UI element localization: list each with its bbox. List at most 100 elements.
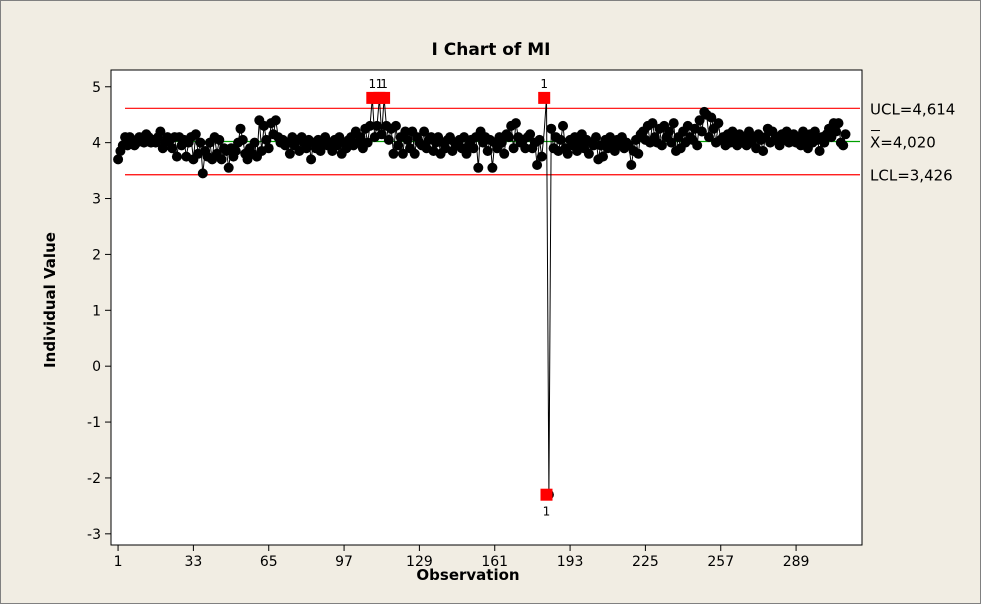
- data-point: [388, 148, 399, 159]
- data-point: [666, 137, 677, 148]
- x-axis-ticks: 1 33 65 97 129 161 193 225 257 289: [114, 545, 810, 570]
- data-point: [833, 118, 844, 129]
- data-point: [706, 112, 717, 123]
- data-point: [197, 168, 208, 179]
- y-tick-label: -1: [87, 415, 101, 431]
- out-of-control-point: [378, 91, 391, 104]
- data-point: [419, 126, 430, 137]
- control-limit-label-ucl: UCL=4,614: [870, 100, 955, 118]
- data-point: [301, 143, 312, 154]
- data-points: [113, 106, 851, 500]
- chart-title: I Chart of MI: [432, 40, 551, 60]
- x-tick-label: 289: [783, 554, 810, 570]
- data-point: [284, 148, 295, 159]
- control-limit-labels: UCL=4,614 X=4,020 LCL=3,426: [870, 100, 955, 184]
- y-tick-label: -2: [87, 471, 101, 487]
- x-tick-label: 65: [260, 554, 278, 570]
- data-point: [814, 146, 825, 156]
- data-point: [583, 148, 594, 159]
- x-tick-label: 97: [335, 554, 353, 570]
- data-point: [306, 154, 317, 165]
- data-point: [508, 143, 519, 154]
- data-point: [468, 143, 479, 154]
- data-point: [400, 126, 411, 137]
- x-tick-label: 161: [481, 554, 508, 570]
- data-point: [155, 126, 166, 137]
- data-point: [503, 132, 514, 143]
- data-point: [558, 120, 568, 131]
- out-of-control-label: 1: [543, 505, 551, 519]
- y-tick-label: 0: [92, 359, 101, 375]
- data-point: [647, 118, 658, 129]
- control-limit-prefix: X: [870, 134, 880, 152]
- x-tick-label: 33: [184, 554, 202, 570]
- data-point: [383, 134, 394, 145]
- data-point: [237, 134, 248, 145]
- data-point: [214, 134, 225, 145]
- y-tick-label: 4: [92, 136, 101, 152]
- x-tick-label: 193: [557, 554, 584, 570]
- data-point: [713, 118, 724, 129]
- out-of-control-point: [540, 488, 553, 501]
- data-point: [532, 160, 543, 170]
- data-point: [461, 148, 472, 159]
- data-point: [397, 148, 408, 159]
- data-point: [694, 115, 705, 126]
- data-point: [758, 146, 769, 156]
- control-limit-value: =4,020: [880, 134, 936, 152]
- data-point: [409, 148, 420, 159]
- out-of-control-point: [538, 91, 551, 104]
- data-point: [499, 148, 510, 159]
- data-point: [270, 115, 281, 126]
- data-point: [668, 118, 679, 129]
- data-point: [555, 134, 566, 145]
- data-point: [510, 118, 521, 129]
- data-point: [591, 132, 601, 143]
- data-point: [393, 140, 404, 151]
- data-point: [362, 137, 373, 148]
- data-point: [534, 134, 545, 145]
- data-point: [402, 134, 413, 145]
- data-point: [249, 137, 260, 148]
- out-of-control-label: 1: [376, 77, 384, 91]
- y-tick-label: -3: [87, 527, 101, 543]
- data-point: [482, 146, 493, 156]
- data-point: [223, 162, 234, 173]
- control-limit-label-lcl: LCL=3,426: [870, 167, 953, 185]
- data-point: [692, 140, 703, 151]
- data-point: [376, 129, 387, 140]
- data-point: [473, 162, 484, 173]
- data-point: [831, 126, 842, 137]
- data-point: [355, 132, 366, 143]
- data-point: [171, 151, 182, 162]
- data-point: [520, 143, 531, 154]
- data-point: [216, 154, 227, 165]
- data-point: [261, 134, 272, 145]
- y-tick-label: 2: [92, 247, 101, 263]
- data-point: [263, 143, 274, 154]
- control-limit-label-cl: X=4,020: [870, 134, 936, 152]
- out-of-control-label: 1: [380, 77, 388, 91]
- data-point: [235, 123, 246, 134]
- x-tick-label: 225: [632, 554, 659, 570]
- y-tick-label: 5: [92, 80, 101, 96]
- data-point: [365, 120, 375, 131]
- data-point: [562, 148, 573, 159]
- data-point: [819, 137, 830, 148]
- data-point: [195, 137, 206, 148]
- y-tick-label: 3: [92, 192, 101, 208]
- data-point: [390, 120, 401, 131]
- data-point: [840, 129, 851, 140]
- data-point: [588, 140, 599, 151]
- x-tick-label: 257: [707, 554, 734, 570]
- data-point: [809, 126, 820, 137]
- data-point: [704, 132, 714, 143]
- x-tick-label: 129: [406, 554, 433, 570]
- data-point: [838, 140, 849, 151]
- data-point: [696, 126, 707, 137]
- data-point: [372, 120, 382, 131]
- data-point: [525, 129, 536, 140]
- data-point: [664, 126, 674, 137]
